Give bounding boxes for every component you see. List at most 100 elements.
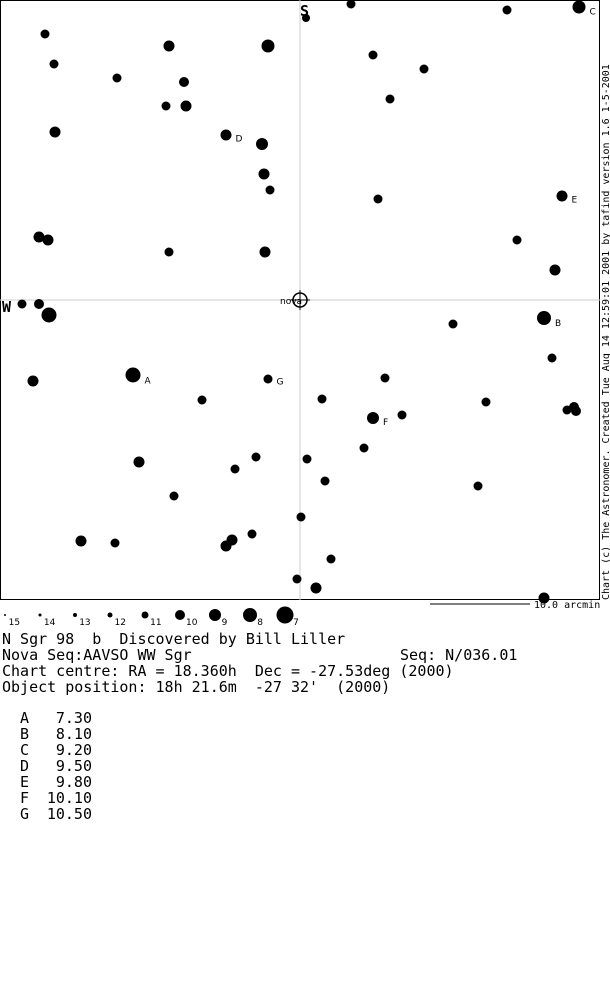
comp-star: D (20, 757, 29, 775)
star (169, 491, 179, 501)
star (367, 412, 379, 424)
star (562, 405, 572, 415)
comp-star: G (20, 805, 29, 823)
star (320, 476, 330, 486)
star (302, 14, 310, 22)
sequence: Seq: N/036.01 (400, 646, 517, 664)
legend-dot (243, 608, 257, 622)
star-label: B (555, 319, 561, 329)
star (373, 194, 383, 204)
star (258, 168, 270, 180)
legend-dot (73, 613, 77, 617)
star (230, 464, 240, 474)
comp-magnitude: 9.50 (56, 757, 92, 775)
legend-label: 15 (9, 618, 20, 628)
legend-label: 14 (44, 618, 56, 628)
legend-label: 13 (79, 618, 90, 628)
star (359, 443, 369, 453)
info-line: Chart centre: RA = 18.360h Dec = -27.53d… (2, 662, 454, 680)
legend-dot (141, 611, 149, 619)
star (180, 100, 192, 112)
star (179, 77, 189, 87)
star (512, 235, 522, 245)
info-line: N Sgr 98 b Discovered by Bill Liller (2, 630, 345, 648)
star (448, 319, 458, 329)
star (110, 538, 120, 548)
star (42, 234, 54, 246)
legend-dot (4, 614, 6, 616)
star (326, 554, 336, 564)
star (259, 246, 271, 258)
star (549, 264, 561, 276)
legend-dot (209, 609, 221, 621)
star (502, 5, 512, 15)
star (75, 535, 87, 547)
comp-star: B (20, 725, 29, 743)
info-line: Object position: 18h 21.6m -27 32' (2000… (2, 678, 390, 696)
star (220, 540, 232, 552)
legend-label: 10 (186, 618, 198, 628)
star (556, 190, 568, 202)
credit: Chart (c) The Astronomer. Created Tue Au… (601, 64, 610, 600)
info-line: Nova Seq:AAVSO WW Sgr (2, 646, 192, 664)
star (247, 529, 257, 539)
comp-magnitude: 9.80 (56, 773, 92, 791)
legend-dot (107, 612, 113, 618)
star (419, 64, 429, 74)
star-label: F (383, 418, 388, 428)
star (163, 40, 175, 52)
star (385, 94, 395, 104)
star (27, 375, 39, 387)
object-label: nova (280, 297, 302, 307)
star (292, 574, 302, 584)
star (481, 397, 491, 407)
star (133, 456, 145, 468)
star-label: G (277, 378, 284, 388)
star (40, 29, 50, 39)
star (164, 247, 174, 257)
star (572, 0, 586, 14)
comp-magnitude: 9.20 (56, 741, 92, 759)
star (310, 582, 322, 594)
star-label: E (572, 196, 578, 206)
star (125, 367, 141, 383)
star (380, 373, 390, 383)
legend-dot (175, 610, 185, 620)
star (49, 59, 59, 69)
star (112, 73, 122, 83)
star (538, 592, 550, 604)
star-label: C (590, 8, 596, 18)
legend-label: 11 (150, 618, 161, 628)
star (161, 101, 171, 111)
west-label: W (2, 298, 12, 316)
star (17, 299, 27, 309)
star (473, 481, 483, 491)
star (41, 307, 57, 323)
comp-star: C (20, 741, 29, 759)
star (34, 299, 44, 309)
star (256, 138, 268, 150)
comp-star: E (20, 773, 29, 791)
legend-label: 12 (115, 618, 126, 628)
star (263, 374, 273, 384)
star-label: A (145, 377, 152, 387)
star (346, 0, 356, 9)
star-label: D (236, 135, 243, 145)
star (265, 185, 275, 195)
comp-magnitude: 8.10 (56, 725, 92, 743)
star (261, 39, 275, 53)
star (547, 353, 557, 363)
star (220, 129, 232, 141)
legend-dot (38, 613, 42, 617)
star (296, 512, 306, 522)
legend-label: 9 (222, 618, 228, 628)
comp-magnitude: 10.10 (47, 789, 92, 807)
star (571, 406, 581, 416)
star (537, 311, 551, 325)
star (368, 50, 378, 60)
star (397, 410, 407, 420)
star (302, 454, 312, 464)
legend-dot (276, 606, 294, 624)
